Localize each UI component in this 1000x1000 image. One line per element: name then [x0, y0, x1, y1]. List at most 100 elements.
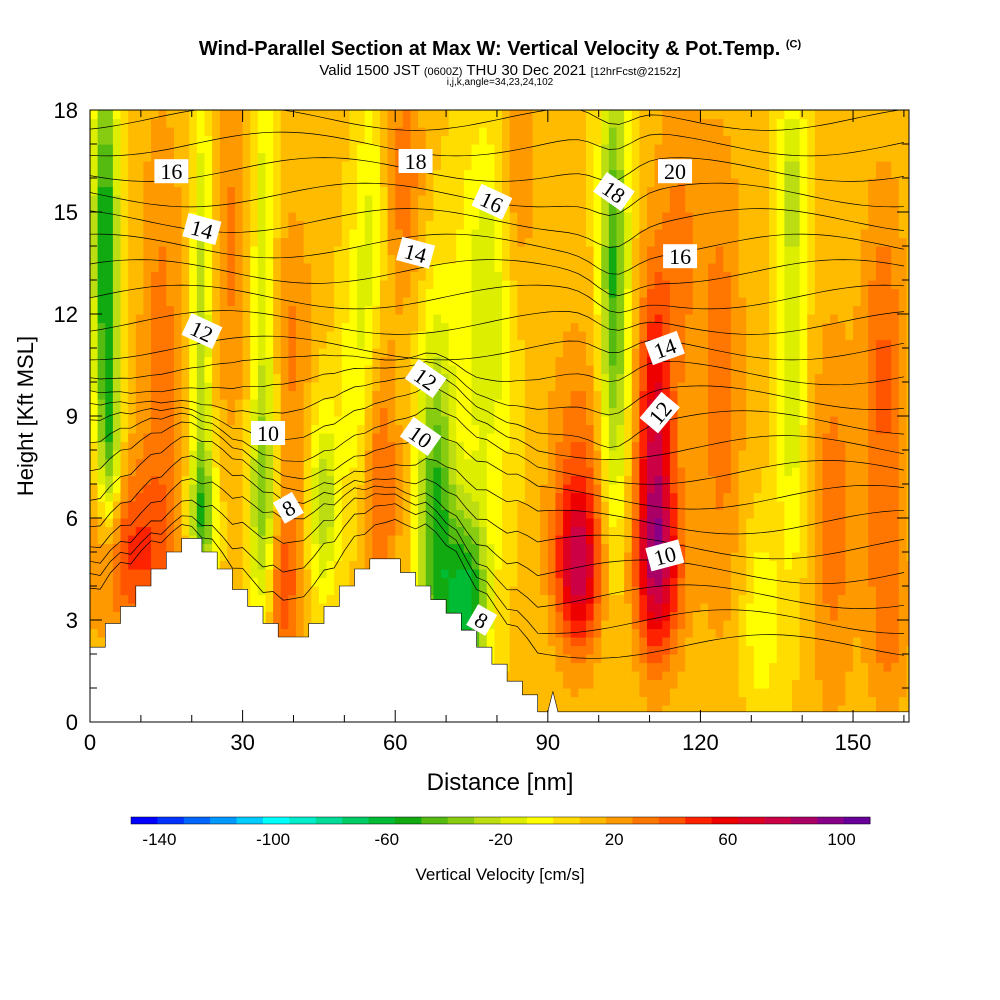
velocity-cell [555, 679, 564, 689]
velocity-cell [387, 178, 396, 188]
velocity-cell [570, 535, 579, 545]
velocity-cell [212, 178, 221, 188]
velocity-cell [90, 424, 99, 434]
velocity-cell [311, 161, 320, 171]
velocity-cell [212, 518, 221, 528]
velocity-cell [524, 577, 534, 587]
velocity-cell [120, 433, 129, 443]
velocity-cell [509, 416, 518, 426]
velocity-cell [547, 569, 557, 579]
velocity-cell [608, 654, 618, 664]
velocity-cell [189, 178, 198, 188]
velocity-cell [212, 399, 221, 409]
velocity-cell [143, 178, 152, 188]
velocity-cell [196, 195, 206, 205]
velocity-cell [593, 543, 602, 553]
velocity-cell [90, 484, 99, 494]
velocity-cell [578, 654, 587, 664]
velocity-cell [280, 577, 289, 587]
velocity-cell [517, 161, 526, 171]
velocity-cell [204, 382, 213, 392]
velocity-cell [471, 246, 480, 256]
velocity-cell [402, 322, 412, 332]
velocity-cell [578, 144, 587, 154]
velocity-cell [204, 297, 213, 307]
velocity-cell [334, 475, 343, 485]
velocity-cell [212, 203, 221, 213]
velocity-cell [90, 492, 99, 502]
velocity-cell [456, 297, 465, 307]
velocity-cell [494, 560, 503, 570]
velocity-cell [318, 416, 328, 426]
velocity-cell [143, 382, 152, 392]
velocity-cell [563, 577, 572, 587]
velocity-cell [570, 390, 579, 400]
velocity-cell [379, 229, 389, 239]
velocity-cell [425, 543, 434, 553]
velocity-cell [570, 603, 579, 613]
velocity-cell [326, 441, 335, 451]
velocity-cell [311, 603, 320, 613]
velocity-cell [418, 552, 427, 562]
velocity-cell [105, 246, 114, 256]
velocity-cell [410, 271, 419, 281]
velocity-cell [524, 280, 534, 290]
velocity-cell [364, 212, 373, 222]
velocity-cell [311, 271, 320, 281]
velocity-cell [502, 560, 511, 570]
velocity-cell [334, 220, 343, 230]
velocity-cell [364, 373, 373, 383]
velocity-cell [303, 484, 312, 494]
velocity-cell [219, 356, 228, 366]
velocity-cell [441, 229, 450, 239]
velocity-cell [120, 399, 129, 409]
velocity-cell [532, 237, 541, 247]
velocity-cell [593, 178, 602, 188]
velocity-cell [379, 127, 389, 137]
velocity-cell [97, 237, 106, 247]
velocity-cell [479, 280, 488, 290]
velocity-cell [227, 399, 236, 409]
velocity-cell [502, 586, 511, 596]
velocity-cell [341, 186, 351, 196]
velocity-cell [433, 195, 442, 205]
velocity-cell [250, 280, 259, 290]
velocity-cell [585, 543, 595, 553]
velocity-cell [547, 237, 557, 247]
velocity-cell [532, 416, 541, 426]
velocity-cell [379, 144, 389, 154]
velocity-cell [441, 297, 450, 307]
velocity-cell [540, 484, 549, 494]
velocity-cell [372, 246, 381, 256]
velocity-cell [257, 586, 267, 596]
velocity-cell [219, 450, 228, 460]
velocity-cell [112, 220, 122, 230]
velocity-cell [234, 178, 244, 188]
velocity-cell [517, 314, 526, 324]
velocity-cell [494, 475, 503, 485]
velocity-cell [166, 322, 175, 332]
velocity-cell [257, 475, 267, 485]
velocity-cell [166, 305, 175, 315]
velocity-cell [463, 331, 473, 341]
velocity-cell [120, 458, 129, 468]
velocity-cell [540, 416, 549, 426]
velocity-cell [135, 373, 145, 383]
velocity-cell [486, 339, 496, 349]
velocity-cell [151, 271, 160, 281]
velocity-cell [265, 161, 274, 171]
velocity-cell [219, 390, 228, 400]
velocity-cell [379, 331, 389, 341]
velocity-cell [303, 212, 312, 222]
velocity-cell [341, 271, 351, 281]
velocity-cell [166, 433, 175, 443]
velocity-cell [296, 237, 305, 247]
velocity-cell [250, 135, 259, 145]
velocity-cell [532, 382, 541, 392]
velocity-cell [280, 178, 289, 188]
velocity-cell [479, 637, 488, 647]
velocity-cell [303, 390, 312, 400]
velocity-cell [120, 220, 129, 230]
velocity-cell [318, 450, 328, 460]
velocity-cell [402, 382, 412, 392]
